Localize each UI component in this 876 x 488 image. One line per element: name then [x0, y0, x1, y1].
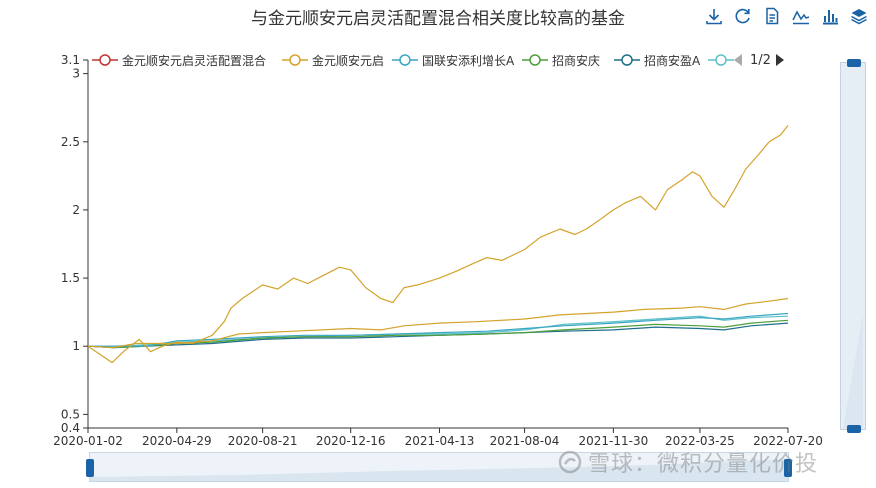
chevron-left-icon[interactable] — [734, 54, 742, 66]
x-tick-label: 2021-08-04 — [490, 434, 560, 448]
horizontal-datazoom[interactable] — [86, 452, 792, 482]
legend-symbol-icon — [392, 54, 418, 66]
line-chart-icon[interactable] — [791, 6, 811, 26]
data-view-icon[interactable] — [762, 6, 782, 26]
watermark-text: 雪球：微积分量化价投 — [588, 452, 819, 477]
series-line — [88, 312, 789, 347]
series-line — [87, 297, 789, 349]
x-tick-label: 2022-07-20 — [753, 434, 823, 448]
y-tick-label: 1 — [72, 339, 80, 353]
series-line — [87, 125, 789, 364]
x-tick-label: 2020-12-16 — [316, 434, 386, 448]
y-tick-label: 1.5 — [61, 271, 80, 285]
legend-item-label: 国联安添利增长A — [422, 54, 515, 68]
y-tick-label: 3.1 — [61, 53, 80, 67]
y-tick-label: 2 — [72, 203, 80, 217]
x-tick-label: 2021-11-30 — [579, 434, 649, 448]
watermark: 雪球：微积分量化价投 — [558, 446, 818, 480]
legend-item-label: 金元顺安元启 — [312, 54, 385, 68]
y-tick-label: 0.5 — [61, 407, 80, 421]
legend-symbol-icon — [614, 54, 640, 66]
x-tick-label: 2020-01-02 — [53, 434, 123, 448]
legend-symbol-icon — [282, 54, 308, 66]
chevron-right-icon[interactable] — [776, 54, 784, 66]
x-tick-label: 2021-04-13 — [405, 434, 475, 448]
horizontal-zoom-left-handle[interactable] — [86, 459, 94, 477]
snowball-logo-icon — [558, 450, 582, 474]
x-tick-label: 2020-08-21 — [228, 434, 298, 448]
x-tick-label: 2022-03-25 — [665, 434, 735, 448]
chart-title: 与金元顺安元启灵活配置混合相关度比较高的基金 — [251, 9, 625, 29]
download-icon[interactable] — [704, 6, 724, 26]
y-tick-label: 0.4 — [61, 421, 80, 435]
y-tick-label: 2.5 — [61, 135, 80, 149]
vertical-datazoom[interactable] — [840, 59, 866, 433]
legend-symbol-icon — [92, 54, 118, 66]
x-tick-label: 2020-04-29 — [142, 434, 212, 448]
y-tick-label: 3 — [72, 67, 80, 81]
vertical-zoom-top-handle[interactable] — [847, 59, 861, 67]
vertical-zoom-bottom-handle[interactable] — [847, 425, 861, 433]
refresh-icon[interactable] — [733, 6, 753, 26]
legend-symbol-icon — [708, 54, 734, 66]
legend: 金元顺安元启灵活配置混合 金元顺安元启 国联安添利增长A 招商安庆 招商安盈A — [92, 50, 792, 70]
bar-chart-icon[interactable] — [820, 6, 840, 26]
legend-item-label: 招商安盈A — [644, 54, 701, 68]
stack-icon[interactable] — [849, 6, 869, 26]
legend-item-label: 金元顺安元启灵活配置混合 — [122, 54, 267, 68]
legend-pager: 1/2 — [734, 52, 788, 70]
legend-item-label: 招商安庆 — [552, 54, 601, 68]
legend-symbol-icon — [522, 54, 548, 66]
horizontal-zoom-right-handle[interactable] — [784, 459, 792, 477]
legend-page-indicator: 1/2 — [750, 53, 771, 68]
